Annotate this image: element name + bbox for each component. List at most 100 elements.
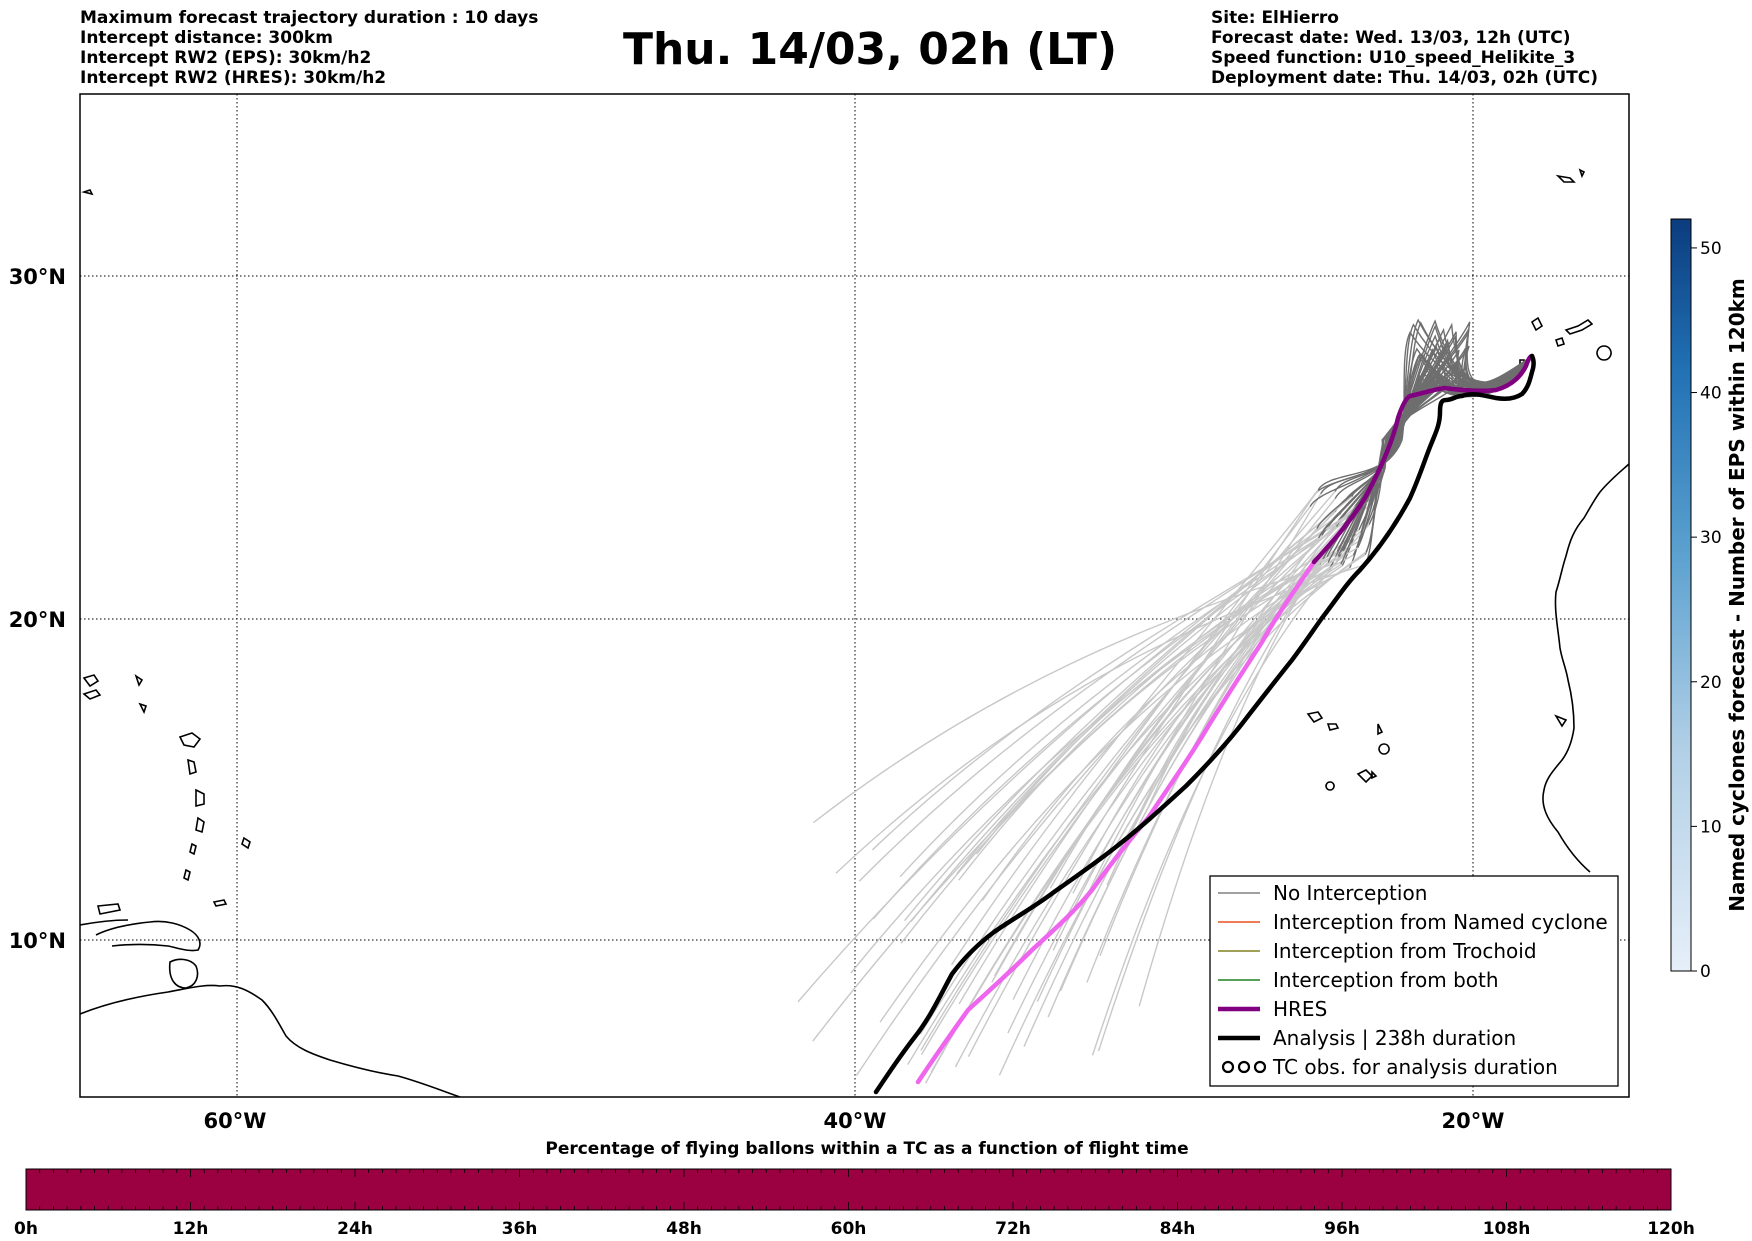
- tc-obs-symbol-icon: [1253, 1060, 1267, 1074]
- time-bar-tick-label: 84h: [1160, 1219, 1196, 1239]
- cape-verde-7: [1371, 770, 1378, 780]
- time-bar-tick-label: 96h: [1324, 1219, 1360, 1239]
- eps-trajectory-far: [958, 547, 1331, 881]
- cape-verde-2: [1326, 723, 1340, 731]
- colorbar-tick-label: 10: [1700, 817, 1722, 837]
- graticule: [80, 94, 1629, 1097]
- legend-label: Interception from Named cyclone: [1273, 910, 1608, 934]
- eps-trajectory-far: [903, 496, 1353, 922]
- param-max-duration: Maximum forecast trajectory duration : 1…: [80, 8, 539, 28]
- coastlines: [80, 168, 1629, 1097]
- param-intercept-distance: Intercept distance: 300km: [80, 28, 333, 48]
- canary-1: [1530, 316, 1544, 332]
- legend-label: HRES: [1273, 997, 1327, 1021]
- lon-label-20w: 20°W: [1442, 1109, 1505, 1133]
- hres-trajectory-near: [1311, 353, 1535, 565]
- deployment-date: Deployment date: Thu. 14/03, 02h (UTC): [1211, 68, 1598, 88]
- island-small: [81, 189, 94, 196]
- site-info: Site: ElHierro Forecast date: Wed. 13/03…: [1211, 8, 1598, 88]
- time-bar-tick-label: 36h: [502, 1219, 538, 1239]
- time-bar-tick-label: 108h: [1483, 1219, 1531, 1239]
- param-intercept-rw2-hres: Intercept RW2 (HRES): 30km/h2: [80, 68, 387, 88]
- lon-label-40w: 40°W: [824, 1109, 887, 1133]
- leeward-island-3: [134, 674, 144, 687]
- legend-label: Interception from both: [1273, 968, 1499, 992]
- cape-verde-1: [1306, 711, 1324, 724]
- hres-trajectory: [915, 559, 1317, 1085]
- eps-trajectory-far: [850, 540, 1360, 974]
- island-aruba: [96, 903, 122, 915]
- legend-box: [1209, 875, 1619, 1087]
- colorbar-tick-label: 30: [1700, 528, 1722, 548]
- south-america-coast: [80, 984, 461, 1097]
- time-bar-tick-label: 12h: [173, 1219, 209, 1239]
- grenada: [183, 868, 191, 882]
- eps-trajectory-far: [1127, 563, 1342, 839]
- time-bar-tick-label: 72h: [995, 1219, 1031, 1239]
- tobago: [212, 899, 228, 907]
- eps-trajectory-far: [1007, 555, 1339, 953]
- canary-2: [1554, 336, 1566, 348]
- st-lucia: [195, 816, 205, 834]
- time-bar-tick-label: 24h: [337, 1219, 373, 1239]
- lat-label-10n: 10°N: [9, 929, 66, 953]
- eps-trajectory-far: [956, 550, 1338, 875]
- leeward-island-1: [82, 674, 100, 688]
- legend-label: Interception from Trochoid: [1273, 939, 1537, 963]
- colorbar-tick-label: 0: [1700, 962, 1711, 982]
- colorbar-tick-label: 50: [1700, 239, 1722, 259]
- colorbar-gradient: [1670, 218, 1692, 972]
- map-title: Thu. 14/03, 02h (LT): [622, 24, 1118, 75]
- eps-trajectory-far: [899, 534, 1323, 878]
- eps-trajectory-far: [1052, 556, 1328, 951]
- lat-label-30n: 30°N: [9, 265, 66, 289]
- cape-verde-6: [1356, 769, 1374, 784]
- lat-label-20n: 20°N: [9, 608, 66, 632]
- eps-trajectory-far: [858, 500, 1370, 882]
- venezuela-coast: [95, 920, 201, 952]
- caribbean-coast: [80, 919, 129, 926]
- legend-label: Analysis | 238h duration: [1273, 1026, 1516, 1050]
- barbados: [241, 836, 251, 850]
- time-bar-title: Percentage of flying ballons within a TC…: [545, 1139, 1188, 1159]
- eps-trajectory-far: [1036, 551, 1367, 1002]
- africa-coast: [1542, 463, 1629, 873]
- cape-verde-4: [1378, 743, 1390, 755]
- eps-trajectory-near: [1369, 321, 1533, 493]
- cape-verde-3: [1377, 723, 1384, 736]
- guadeloupe: [178, 732, 202, 748]
- madeira-2: [1578, 168, 1586, 179]
- forecast-date: Forecast date: Wed. 13/03, 12h (UTC): [1211, 28, 1571, 48]
- eps-trajectory-far: [900, 547, 1359, 944]
- colorbar-tick-label: 40: [1700, 384, 1722, 404]
- eps-trajectory-far: [1072, 492, 1371, 894]
- time-bar-tick-label: 60h: [831, 1219, 867, 1239]
- leeward-island-4: [138, 702, 148, 715]
- site-name: Site: ElHierro: [1211, 8, 1339, 28]
- africa-coast-2: [1554, 714, 1568, 728]
- eps-trajectory-far: [813, 562, 1337, 824]
- forecast-parameters: Maximum forecast trajectory duration : 1…: [80, 8, 538, 88]
- eps-trajectory-far: [920, 491, 1336, 1051]
- time-bar-tick-label: 120h: [1647, 1219, 1695, 1239]
- param-intercept-rw2-eps: Intercept RW2 (EPS): 30km/h2: [80, 48, 372, 68]
- trinidad-coast: [168, 958, 199, 989]
- st-vincent: [189, 842, 197, 856]
- eps-trajectory-far: [920, 505, 1357, 1056]
- leeward-island-2: [82, 689, 102, 700]
- cape-verde-5: [1325, 781, 1335, 791]
- eps-trajectory-near: [1368, 328, 1533, 502]
- speed-function: Speed function: U10_speed_Helikite_3: [1211, 48, 1576, 68]
- colorbar-tick-label: 20: [1700, 673, 1722, 693]
- tc-obs-symbol-icon: [1237, 1060, 1251, 1074]
- cyclone-colorbar: 50 40 30 20 10 0 Named cyclones forecast - Nu…: [1670, 218, 1749, 982]
- canary-3: [1564, 318, 1594, 335]
- legend-label: No Interception: [1273, 881, 1427, 905]
- time-bar-tick-label: 48h: [666, 1219, 702, 1239]
- eps-trajectory-far: [924, 554, 1366, 1084]
- eps-trajectory-near: [1316, 347, 1533, 529]
- lon-label-60w: 60°W: [204, 1109, 267, 1133]
- legend-label: TC obs. for analysis duration: [1272, 1055, 1558, 1079]
- analysis-trajectory: [873, 353, 1536, 1095]
